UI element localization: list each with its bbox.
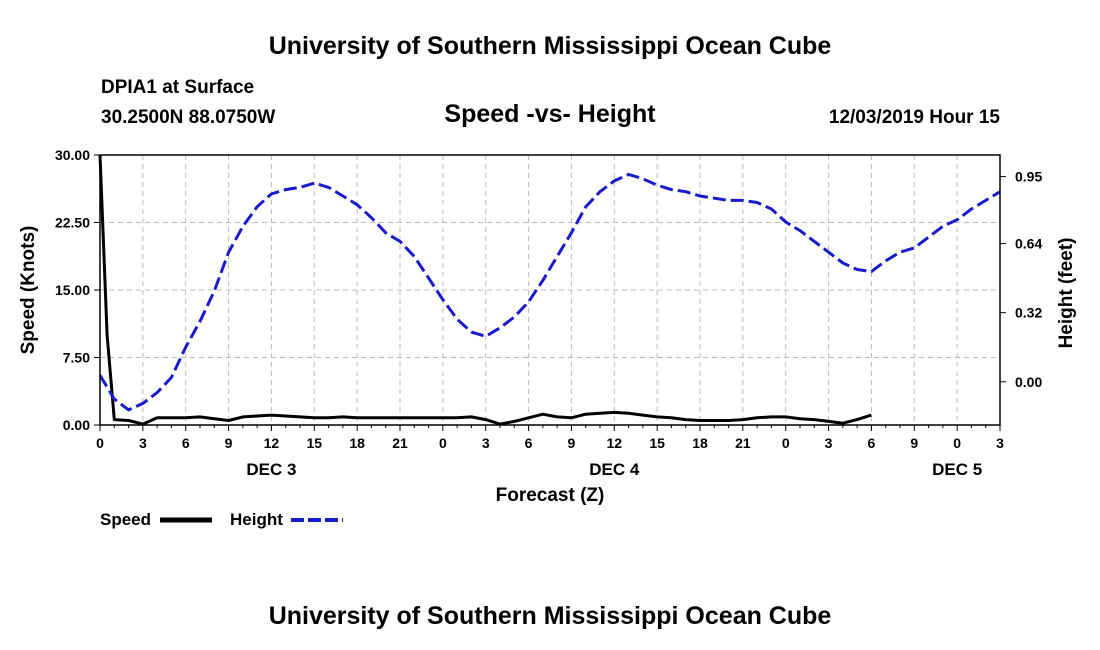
x-tick-label: 3 — [139, 435, 147, 451]
y-tick-label: 22.50 — [55, 215, 90, 231]
x-tick-label: 0 — [439, 435, 447, 451]
speed-series-line — [98, 154, 872, 426]
x-tick-label: 18 — [692, 435, 708, 451]
y-tick-label: 7.50 — [63, 350, 90, 366]
x-tick-label: 9 — [910, 435, 918, 451]
day-label: DEC 3 — [246, 460, 296, 479]
x-tick-label: 21 — [735, 435, 751, 451]
station-coords: 30.2500N 88.0750W — [101, 107, 276, 128]
x-tick-label: 12 — [606, 435, 622, 451]
y2-tick-label: 0.00 — [1015, 374, 1042, 390]
legend-height-label: Height — [230, 510, 283, 529]
x-tick-label: 15 — [649, 435, 665, 451]
y2-tick-label: 0.95 — [1015, 169, 1042, 185]
legend-speed-label: Speed — [100, 510, 151, 529]
x-tick-label: 3 — [996, 435, 1004, 451]
axis-ticks — [94, 154, 1006, 431]
x-tick-label: 12 — [264, 435, 280, 451]
height-series-line — [98, 172, 1001, 412]
y-tick-label: 0.00 — [63, 417, 90, 433]
x-tick-label: 6 — [868, 435, 876, 451]
axis-labels: 0 3 6 9 12 15 18 21 0 3 6 9 12 15 18 21 0 3 6 9 0 30.007.5015… — [18, 147, 1077, 506]
x-tick-label: 0 — [953, 435, 961, 451]
y2-tick-label: 0.32 — [1015, 305, 1042, 321]
series-lines — [98, 154, 1001, 426]
day-label: DEC 5 — [932, 460, 982, 479]
x-tick-label: 21 — [392, 435, 408, 451]
station-name: DPIA1 at Surface — [101, 77, 255, 98]
x-tick-label: 6 — [182, 435, 190, 451]
top-title: University of Southern Mississippi Ocean… — [268, 32, 832, 60]
x-tick-label: 3 — [482, 435, 490, 451]
day-label: DEC 4 — [589, 460, 640, 479]
x-axis-title: Forecast (Z) — [496, 485, 605, 506]
grid-lines — [100, 155, 1000, 425]
chart-title: Speed -vs- Height — [444, 100, 656, 128]
x-tick-label: 9 — [225, 435, 233, 451]
x-tick-label: 6 — [525, 435, 533, 451]
x-tick-label: 15 — [306, 435, 322, 451]
x-tick-label: 18 — [349, 435, 365, 451]
bottom-title: University of Southern Mississippi Ocean… — [268, 602, 832, 630]
y-tick-label: 30.00 — [55, 147, 90, 163]
y-axis-title: Speed (Knots) — [18, 226, 39, 355]
x-tick-label: 0 — [96, 435, 104, 451]
x-tick-label: 9 — [568, 435, 576, 451]
y2-axis-title: Height (feet) — [1056, 238, 1077, 349]
y2-tick-label: 0.64 — [1015, 236, 1042, 252]
x-tick-label: 0 — [782, 435, 790, 451]
x-tick-label: 3 — [825, 435, 833, 451]
y-tick-label: 15.00 — [55, 282, 90, 298]
timestamp: 12/03/2019 Hour 15 — [828, 107, 1000, 128]
legend: Speed Height — [100, 510, 343, 529]
